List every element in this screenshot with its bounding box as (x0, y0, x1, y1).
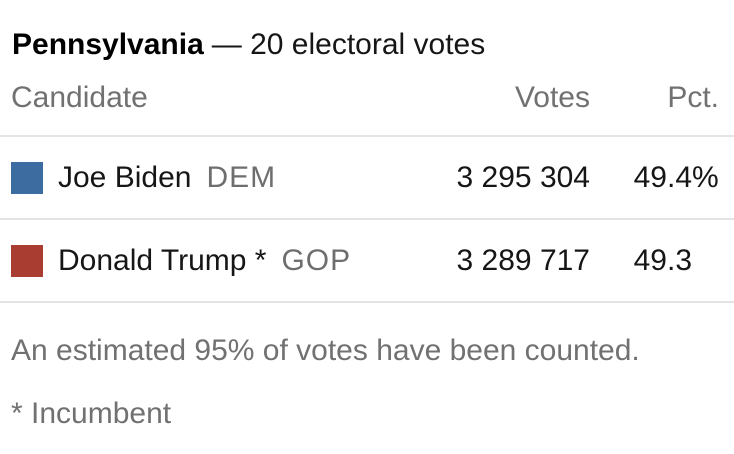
pct-suffix (692, 243, 719, 279)
candidate-cell: Donald Trump * GOP (11, 243, 440, 279)
column-header-pct: Pct. (667, 81, 719, 114)
pct-value: 49.3 (633, 243, 692, 277)
divider-middle (0, 218, 734, 220)
party-label: GOP (281, 243, 352, 277)
candidate-name: Donald Trump * (58, 243, 267, 277)
divider-bottom (0, 301, 734, 303)
column-header-votes: Votes (514, 81, 590, 114)
votes-counted-note: An estimated 95% of votes have been coun… (11, 334, 640, 367)
divider-top (0, 135, 734, 137)
pct-cell: 49.3 (590, 243, 719, 279)
table-header-row: Candidate Votes Pct. (0, 63, 734, 116)
pct-value: 49.4 (633, 160, 692, 194)
table-row-trump: Donald Trump * GOP 3 289 717 49.3 (0, 220, 734, 301)
page-title: Pennsylvania — 20 electoral votes (0, 0, 734, 63)
candidate-cell: Joe Biden DEM (11, 160, 440, 196)
column-header-candidate: Candidate (11, 81, 148, 114)
candidate-name: Joe Biden (58, 160, 192, 194)
dem-color-swatch (11, 161, 43, 194)
pct-suffix: % (692, 160, 719, 194)
party-label: DEM (206, 160, 277, 194)
gop-color-swatch (11, 244, 43, 277)
votes-value: 3 295 304 (456, 160, 590, 194)
pct-cell: 49.4% (590, 160, 719, 196)
table-row-biden: Joe Biden DEM 3 295 304 49.4% (0, 137, 734, 218)
electoral-votes-label: — 20 electoral votes (211, 28, 486, 61)
incumbent-note: * Incumbent (11, 397, 172, 430)
votes-value: 3 289 717 (456, 243, 590, 277)
state-name: Pennsylvania (12, 28, 204, 61)
